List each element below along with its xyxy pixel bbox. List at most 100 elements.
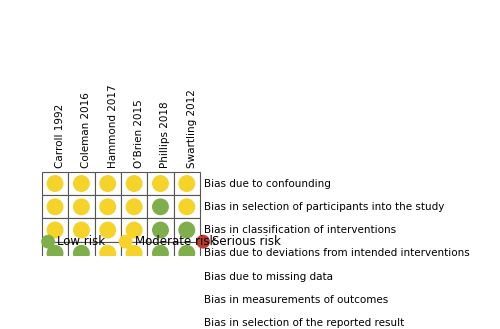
Bar <box>174 312 200 329</box>
Circle shape <box>100 176 116 191</box>
Circle shape <box>74 222 89 238</box>
Circle shape <box>100 269 116 284</box>
Bar <box>94 218 121 242</box>
Text: Hammond 2017: Hammond 2017 <box>108 85 118 168</box>
Circle shape <box>48 222 63 238</box>
Circle shape <box>126 222 142 238</box>
Bar <box>121 195 148 218</box>
Circle shape <box>152 222 168 238</box>
Circle shape <box>126 292 142 308</box>
Bar <box>42 195 68 218</box>
Circle shape <box>179 176 194 191</box>
Bar <box>121 312 148 329</box>
Bar <box>148 242 174 265</box>
Bar <box>148 265 174 288</box>
Circle shape <box>74 199 89 215</box>
Bar <box>148 195 174 218</box>
Text: Phillips 2018: Phillips 2018 <box>160 101 170 168</box>
Circle shape <box>179 269 194 284</box>
Bar <box>121 288 148 312</box>
Bar <box>94 242 121 265</box>
Circle shape <box>197 236 209 248</box>
Circle shape <box>48 245 63 261</box>
Circle shape <box>48 176 63 191</box>
Bar <box>42 242 68 265</box>
Bar <box>68 242 94 265</box>
Bar <box>148 312 174 329</box>
Text: Coleman 2016: Coleman 2016 <box>82 92 92 168</box>
Circle shape <box>126 269 142 284</box>
Bar <box>68 195 94 218</box>
Text: Bias in selection of participants into the study: Bias in selection of participants into t… <box>204 202 444 212</box>
Bar <box>121 265 148 288</box>
Circle shape <box>152 245 168 261</box>
Text: Bias in classification of interventions: Bias in classification of interventions <box>204 225 396 235</box>
Bar <box>121 218 148 242</box>
Circle shape <box>100 245 116 261</box>
Bar <box>174 218 200 242</box>
Bar <box>94 172 121 195</box>
Bar <box>121 242 148 265</box>
Circle shape <box>42 236 54 248</box>
Circle shape <box>126 176 142 191</box>
Circle shape <box>126 315 142 329</box>
Circle shape <box>48 292 63 308</box>
Text: Low risk: Low risk <box>58 235 106 248</box>
Circle shape <box>48 269 63 284</box>
Circle shape <box>179 222 194 238</box>
Bar <box>174 172 200 195</box>
Bar <box>68 172 94 195</box>
Bar <box>42 288 68 312</box>
Bar <box>148 218 174 242</box>
Circle shape <box>100 222 116 238</box>
Circle shape <box>74 315 89 329</box>
Bar <box>121 172 148 195</box>
Bar <box>68 288 94 312</box>
Text: Bias due to deviations from intended interventions: Bias due to deviations from intended int… <box>204 248 469 258</box>
Bar <box>174 288 200 312</box>
Circle shape <box>100 199 116 215</box>
Bar <box>94 288 121 312</box>
Text: Bias in measurements of outcomes: Bias in measurements of outcomes <box>204 295 388 305</box>
Circle shape <box>179 199 194 215</box>
Text: O’Brien 2015: O’Brien 2015 <box>134 99 144 168</box>
Text: Serious risk: Serious risk <box>212 235 282 248</box>
Bar <box>42 265 68 288</box>
Bar <box>42 218 68 242</box>
Text: Carroll 1992: Carroll 1992 <box>55 104 65 168</box>
Bar <box>42 172 68 195</box>
Text: Bias in selection of the reported result: Bias in selection of the reported result <box>204 318 404 328</box>
Circle shape <box>126 245 142 261</box>
Circle shape <box>179 315 194 329</box>
Circle shape <box>100 292 116 308</box>
Circle shape <box>74 176 89 191</box>
Circle shape <box>179 292 194 308</box>
Bar <box>94 312 121 329</box>
Circle shape <box>100 315 116 329</box>
Bar <box>174 195 200 218</box>
Circle shape <box>74 245 89 261</box>
Text: Bias due to confounding: Bias due to confounding <box>204 179 330 189</box>
Circle shape <box>74 269 89 284</box>
Circle shape <box>152 176 168 191</box>
Bar <box>42 312 68 329</box>
Bar <box>174 242 200 265</box>
Circle shape <box>120 236 132 248</box>
Text: Bias due to missing data: Bias due to missing data <box>204 271 333 282</box>
Bar <box>94 265 121 288</box>
Circle shape <box>152 199 168 215</box>
Bar <box>174 265 200 288</box>
Circle shape <box>152 292 168 308</box>
Circle shape <box>126 199 142 215</box>
Circle shape <box>74 292 89 308</box>
Bar <box>68 265 94 288</box>
Text: Moderate risk: Moderate risk <box>135 235 216 248</box>
Circle shape <box>152 315 168 329</box>
Bar <box>148 288 174 312</box>
Bar <box>68 218 94 242</box>
Circle shape <box>152 269 168 284</box>
Text: Swartling 2012: Swartling 2012 <box>187 89 197 168</box>
Bar <box>68 312 94 329</box>
Circle shape <box>48 199 63 215</box>
Circle shape <box>179 245 194 261</box>
